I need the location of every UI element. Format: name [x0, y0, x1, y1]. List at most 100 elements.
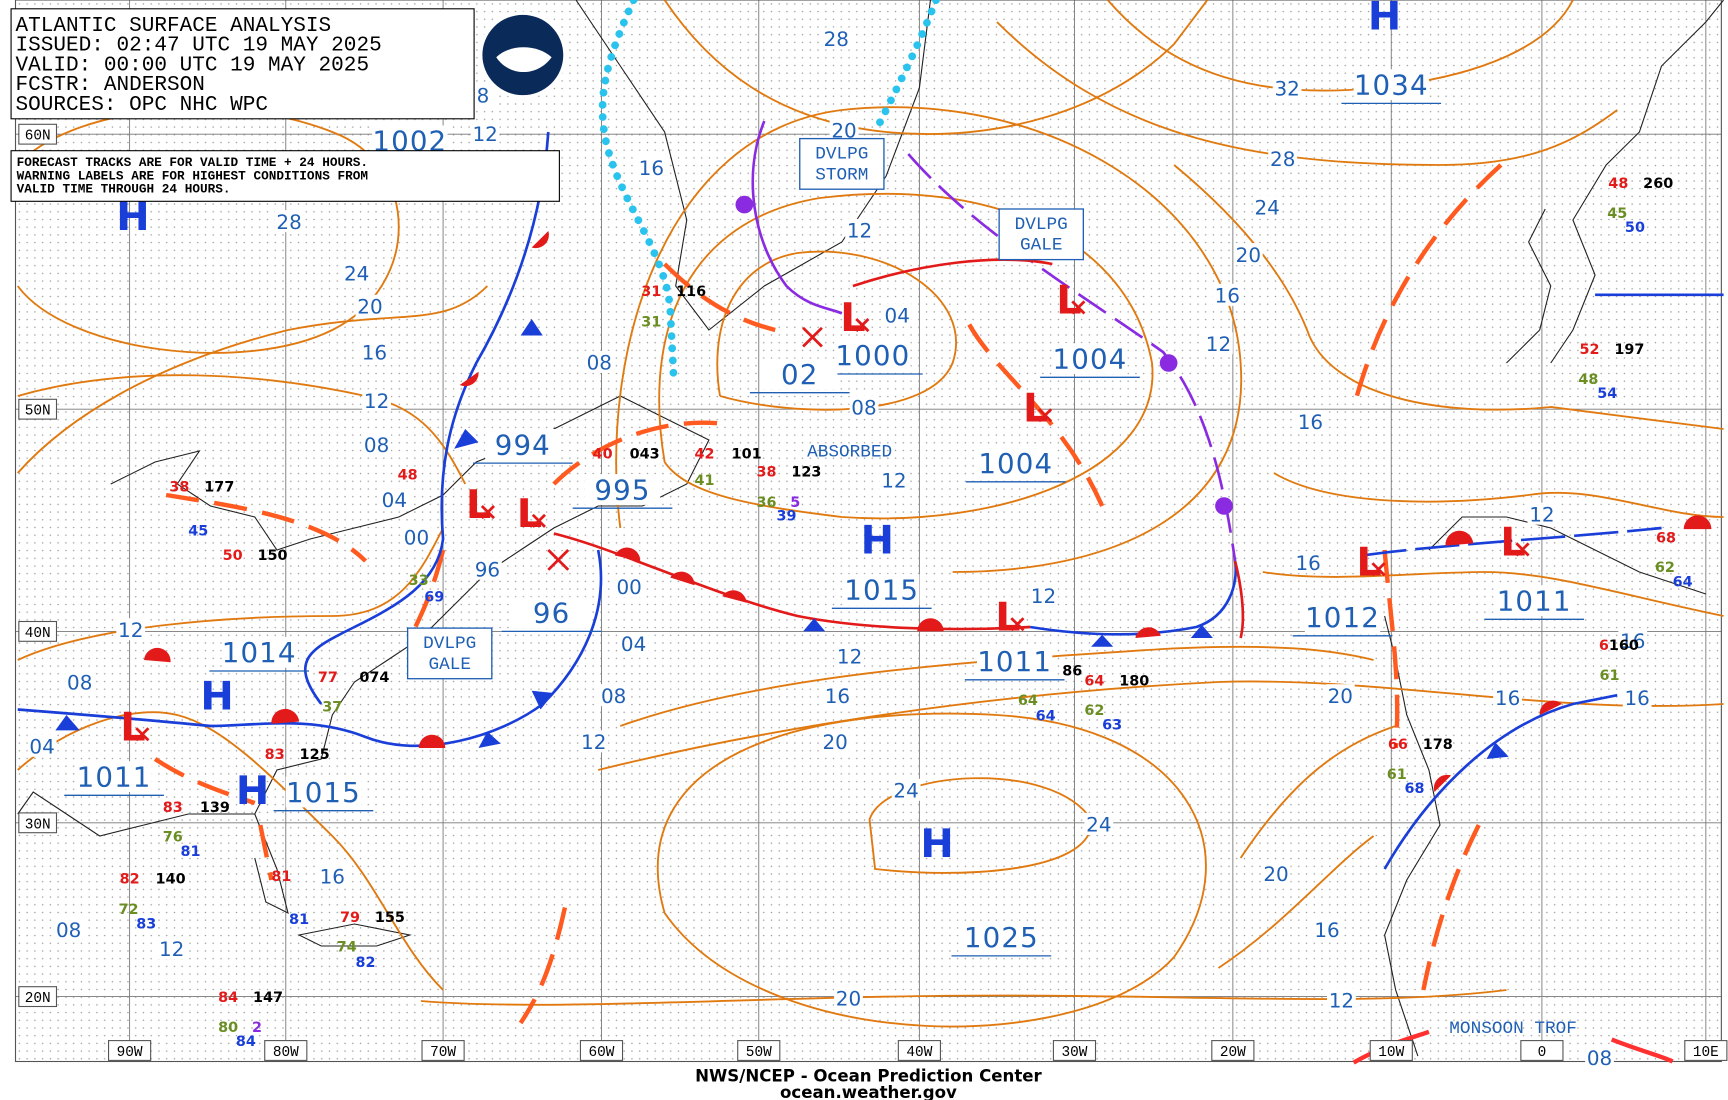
isobar — [996, 21, 1618, 166]
storm-track — [852, 258, 1053, 288]
low-center: L — [466, 482, 491, 528]
station-value: 72 — [118, 902, 138, 918]
scandinavia-coast — [1550, 0, 1725, 364]
station-value: 81 — [181, 844, 201, 860]
warning-label: STORM — [815, 165, 868, 185]
station-value: 45 — [1607, 206, 1627, 222]
pressure-value: 1015 — [844, 574, 919, 607]
greenland-coast — [575, 0, 932, 331]
isobar-label-bg — [1272, 77, 1302, 99]
lon-label-box — [579, 1040, 624, 1061]
pressure-value: 1015 — [286, 776, 361, 809]
pressure-bg — [485, 429, 561, 460]
low-x — [1515, 542, 1530, 557]
lon-label-box — [1369, 1040, 1413, 1061]
lon-label-box — [421, 1040, 465, 1061]
station-value: 48 — [1578, 372, 1598, 388]
trough — [552, 420, 721, 486]
cold-triangle — [803, 618, 826, 632]
low-center: L — [120, 704, 145, 750]
isobar-label-bg — [891, 778, 921, 801]
station-value: 31 — [641, 284, 661, 300]
isobar — [17, 285, 489, 474]
station-value: 197 — [1614, 342, 1644, 358]
trough — [258, 824, 274, 881]
station-value: 52 — [1580, 342, 1600, 358]
low-center: L — [517, 491, 542, 537]
trough — [407, 549, 446, 639]
isobar — [17, 374, 467, 485]
low-center: L — [1056, 278, 1081, 324]
lat-label: 30N — [25, 817, 51, 833]
isobar-label-bg — [362, 389, 392, 412]
pressure-bg — [1496, 585, 1572, 616]
isobar-label: 16 — [639, 157, 664, 180]
warm-semicircle — [1433, 774, 1452, 792]
isobar-label-bg — [65, 671, 95, 693]
cold-triangle — [1091, 634, 1114, 647]
europe-coast — [1428, 516, 1707, 595]
warning-box — [799, 137, 885, 190]
note-line: WARNING LABELS ARE FOR HIGHEST CONDITION… — [17, 168, 368, 183]
map-frame — [14, 0, 1722, 1063]
isobar-label: 20 — [1328, 685, 1353, 708]
station-value: 260 — [1643, 176, 1673, 192]
station-value: 2 — [252, 1020, 262, 1036]
warm-semicircle — [614, 547, 641, 561]
cold-front — [1383, 693, 1618, 870]
cold-triangle — [531, 690, 554, 710]
pressure-value: 96 — [533, 597, 570, 630]
pressure-bg — [976, 645, 1053, 677]
lat-label: 50N — [25, 404, 51, 420]
lon-label: 0 — [1538, 1045, 1547, 1061]
isobar-label: 12 — [837, 645, 862, 668]
isobar-label: 24 — [344, 263, 369, 286]
occluded-symbol — [1215, 497, 1233, 515]
isobar-label-bg — [1527, 502, 1557, 525]
note: FORECAST TRACKS ARE FOR VALID TIME + 24 … — [17, 155, 368, 196]
header-line: FCSTR: ANDERSON — [16, 74, 205, 97]
low-center: L — [1500, 520, 1525, 566]
station-value: 86 — [1062, 663, 1082, 679]
isobar-label: 16 — [1296, 552, 1321, 575]
trough — [967, 323, 1105, 507]
x-marker — [547, 549, 570, 571]
isobar-label-bg — [116, 618, 146, 641]
isobar-label: 08 — [67, 672, 92, 695]
trough — [153, 757, 256, 806]
isobar-label: 20 — [823, 731, 848, 754]
lon-label: 70W — [430, 1045, 456, 1061]
isobar — [663, 0, 1209, 135]
isobar-label-bg — [54, 918, 84, 941]
station-value: 74 — [337, 940, 357, 956]
isobar-label: 8 — [477, 84, 490, 107]
isobar-label-bg — [342, 261, 372, 284]
isobar-label: 20 — [357, 296, 382, 319]
low-x — [531, 513, 546, 528]
isobar-label: 08 — [587, 352, 612, 375]
station-value: 79 — [340, 910, 360, 926]
trough — [518, 907, 568, 1025]
isobar-label-bg — [579, 730, 609, 753]
isobar-label-bg — [834, 986, 863, 1009]
isobar-label-bg — [27, 734, 57, 757]
warm-semicircle — [1683, 515, 1712, 530]
station-value: 64 — [1084, 673, 1104, 689]
isobar-label: 32 — [1274, 78, 1299, 101]
station-value: 147 — [253, 990, 283, 1006]
isobar-label-bg — [636, 156, 666, 179]
isobar-label-bg — [1325, 684, 1355, 707]
header-line: ATLANTIC SURFACE ANALYSIS — [16, 15, 332, 38]
station-value: 37 — [322, 700, 342, 716]
isobar-label: 12 — [881, 469, 906, 492]
lon-label-box — [1520, 1040, 1564, 1061]
isobar-label: 12 — [1031, 585, 1056, 608]
lon-label: 10E — [1693, 1045, 1719, 1061]
warning-label: DVLPG — [1015, 215, 1068, 235]
fronts — [17, 120, 1724, 870]
isobar — [1239, 725, 1396, 859]
pressure-value: 995 — [594, 473, 650, 506]
lat-label-box — [18, 123, 58, 145]
station-value: 178 — [1423, 737, 1453, 753]
isobar-label: 12 — [1329, 990, 1354, 1013]
